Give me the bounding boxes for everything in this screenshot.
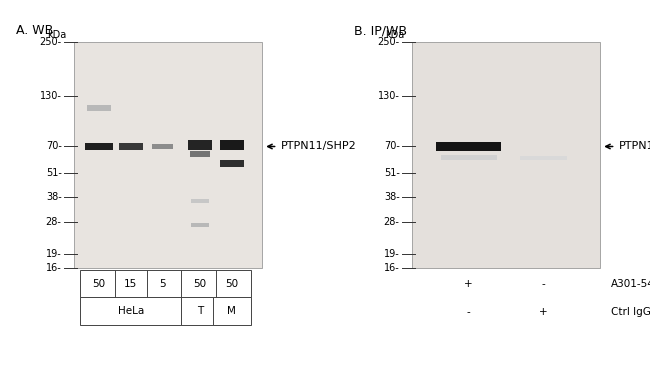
Text: 19-: 19- [46,249,62,259]
Bar [84,143,113,150]
Text: 38-: 38- [46,192,62,202]
Bar [436,142,501,151]
Text: A301-544A: A301-544A [611,280,650,290]
Bar [413,42,600,268]
Bar [80,270,251,297]
Text: T: T [197,306,203,316]
Text: 51-: 51- [46,167,62,177]
Text: kDa: kDa [47,30,66,40]
Text: 5: 5 [159,278,166,289]
Text: -: - [467,307,471,317]
Bar [441,156,497,160]
Bar [220,160,244,167]
Text: 16-: 16- [46,263,62,273]
Bar [220,141,244,150]
Bar [190,223,209,227]
Text: 130-: 130- [378,91,400,101]
Text: 50: 50 [92,278,105,289]
Bar [80,297,181,325]
Bar [152,144,173,149]
Text: 250-: 250- [40,36,62,47]
Bar [118,143,143,150]
Text: 250-: 250- [378,36,400,47]
Text: PTPN11/SHP2: PTPN11/SHP2 [618,141,650,152]
Text: HeLa: HeLa [118,306,144,316]
Text: kDa: kDa [385,30,404,40]
Bar [190,199,209,203]
Text: A. WB: A. WB [16,25,53,37]
Text: 28-: 28- [46,217,62,227]
Text: +: + [540,307,548,317]
Bar [213,297,251,325]
Text: 28-: 28- [384,217,400,227]
Text: 70-: 70- [46,141,62,152]
Text: Ctrl IgG: Ctrl IgG [611,307,650,317]
Text: 15: 15 [124,278,137,289]
Text: M: M [227,306,237,316]
Text: B. IP/WB: B. IP/WB [354,25,407,37]
Text: PTPN11/SHP2: PTPN11/SHP2 [280,141,356,152]
Text: 19-: 19- [384,249,400,259]
Bar [190,151,211,157]
Bar [181,297,219,325]
Bar [188,141,212,150]
Text: -: - [541,280,545,290]
Bar [86,105,111,111]
Text: 50: 50 [226,278,239,289]
Text: 38-: 38- [384,192,400,202]
Text: 50: 50 [194,278,207,289]
Text: 130-: 130- [40,91,62,101]
Text: +: + [464,280,473,290]
Text: 70-: 70- [384,141,400,152]
Bar [520,156,567,160]
Bar [75,42,262,268]
Text: 16-: 16- [384,263,400,273]
Text: 51-: 51- [384,167,400,177]
